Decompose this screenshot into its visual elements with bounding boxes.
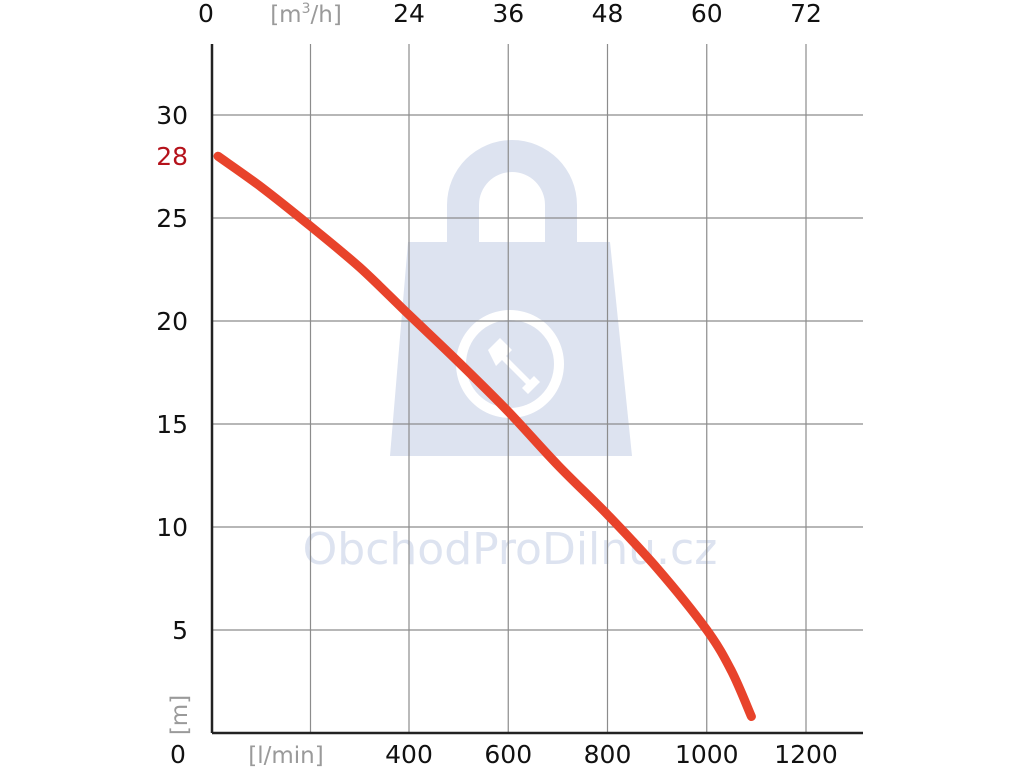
axes (210, 44, 863, 735)
y-tick-label-10: 10 (156, 513, 188, 542)
y-tick-label-30: 30 (156, 101, 188, 130)
x2-axis-label-prefix: [m (270, 2, 301, 28)
y-tick-label-15: 15 (156, 410, 188, 439)
x2-tick-label-60: 60 (691, 0, 723, 28)
x2-tick-label-72: 72 (790, 0, 822, 28)
x-axis-label: [l/min] (248, 743, 323, 768)
x2-tick-label-36: 36 (492, 0, 524, 28)
y-origin-label: 0 (170, 740, 186, 768)
x2-axis-label: [m3/h] (270, 1, 342, 28)
wrench-icon (488, 338, 540, 394)
x-tick-label-400: 400 (385, 740, 433, 768)
x2-axis-label-sup: 3 (302, 1, 311, 17)
y-tick-label-20: 20 (156, 307, 188, 336)
tick-labels: 400 600 800 1000 1200 24 36 48 60 72 0 0 5 10 15 20 25 30… (156, 0, 838, 768)
y-tick-label-25: 25 (156, 204, 188, 233)
x2-tick-label-24: 24 (393, 0, 425, 28)
y-tick-label-5: 5 (172, 616, 188, 645)
x-tick-label-800: 800 (584, 740, 632, 768)
x2-tick-label-48: 48 (592, 0, 624, 28)
watermark-text: ObchodProDilnu.cz (303, 524, 718, 575)
x-tick-label-600: 600 (484, 740, 532, 768)
y-axis-label: [m] (167, 695, 193, 735)
x-tick-label-1000: 1000 (675, 740, 739, 768)
y-highlight-label: 28 (156, 142, 188, 171)
shopping-bag-wrench-icon (390, 140, 632, 456)
watermark: ObchodProDilnu.cz (303, 140, 718, 575)
pump-curve-line (213, 151, 756, 721)
grid (212, 44, 863, 733)
x-tick-label-1200: 1200 (774, 740, 838, 768)
x2-axis-label-suffix: /h] (311, 2, 342, 28)
x2-origin-label: 0 (198, 0, 214, 28)
